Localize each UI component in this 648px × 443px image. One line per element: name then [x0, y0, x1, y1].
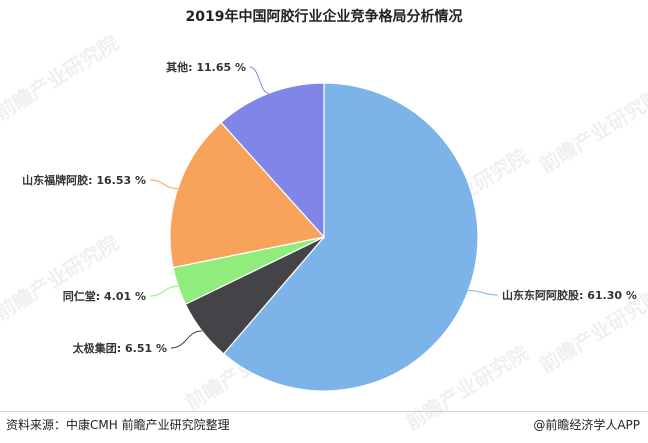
data-label: 太极集团: 6.51 %	[72, 341, 167, 355]
leader-line	[149, 179, 178, 190]
app-credit: @前瞻经济学人APP	[533, 418, 640, 432]
leader-line	[149, 285, 179, 297]
data-label: 同仁堂: 4.01 %	[63, 289, 146, 303]
leader-line	[170, 330, 203, 349]
pie-chart: 山东东阿阿胶股: 61.30 % 太极集团: 6.51 % 同仁堂: 4.01 % 山…	[22, 60, 637, 392]
footer-divider	[0, 411, 648, 412]
source-note: 资料来源：中康CMH 前瞻产业研究院整理	[6, 418, 230, 432]
pie-slice	[222, 82, 479, 392]
data-label: 山东福牌阿胶: 16.53 %	[22, 173, 146, 187]
pie-slice	[220, 82, 325, 239]
leader-line	[249, 66, 270, 94]
leader-line	[468, 290, 499, 296]
data-label: 山东东阿阿胶股: 61.30 %	[502, 288, 637, 302]
chart-title: 2019年中国阿胶行业企业竞争格局分析情况	[185, 9, 463, 25]
data-label: 其他: 11.65 %	[166, 60, 246, 74]
